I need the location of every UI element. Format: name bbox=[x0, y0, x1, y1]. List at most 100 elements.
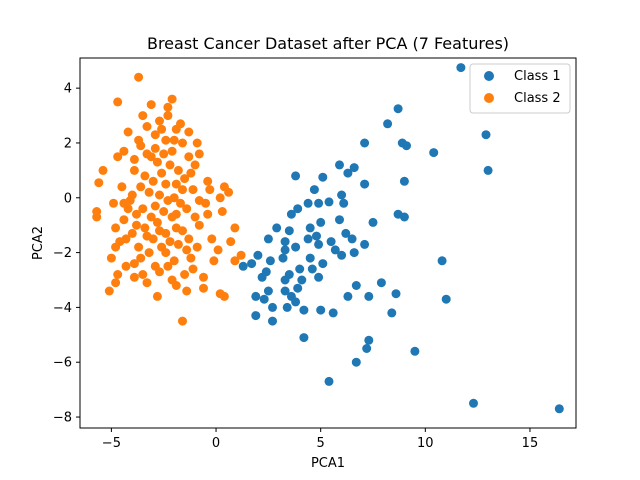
scatter-point-class-2 bbox=[176, 119, 185, 129]
scatter-point-class-2 bbox=[165, 160, 175, 170]
scatter-point-class-2 bbox=[148, 176, 158, 186]
scatter-point-class-1 bbox=[303, 234, 313, 244]
scatter-point-class-1 bbox=[280, 286, 290, 296]
scatter-point-class-2 bbox=[226, 237, 236, 247]
scatter-point-class-2 bbox=[192, 242, 202, 252]
y-tick-label: −4 bbox=[53, 301, 72, 316]
scatter-point-class-2 bbox=[219, 291, 229, 301]
scatter-point-class-1 bbox=[326, 237, 336, 247]
scatter-point-class-1 bbox=[268, 302, 277, 312]
scatter-point-class-1 bbox=[360, 239, 370, 249]
scatter-point-class-2 bbox=[188, 185, 198, 195]
scatter-point-class-2 bbox=[163, 261, 173, 271]
legend-label-class-1: Class 1 bbox=[514, 69, 561, 84]
scatter-point-class-1 bbox=[265, 256, 275, 266]
scatter-point-class-2 bbox=[178, 316, 187, 326]
scatter-point-class-2 bbox=[178, 138, 187, 148]
scatter-point-class-2 bbox=[182, 204, 192, 214]
scatter-point-class-2 bbox=[192, 138, 202, 148]
scatter-point-class-2 bbox=[136, 253, 146, 263]
y-axis-label: PCA2 bbox=[31, 226, 46, 260]
scatter-point-class-1 bbox=[362, 344, 372, 353]
scatter-point-class-1 bbox=[251, 311, 261, 321]
scatter-point-class-1 bbox=[318, 259, 328, 269]
scatter-point-class-2 bbox=[159, 149, 169, 159]
scatter-point-class-2 bbox=[203, 209, 213, 219]
scatter-point-class-1 bbox=[307, 264, 317, 274]
scatter-point-class-2 bbox=[144, 187, 154, 197]
scatter-point-class-2 bbox=[178, 226, 187, 236]
scatter-point-class-1 bbox=[337, 190, 347, 200]
scatter-point-class-2 bbox=[182, 286, 192, 296]
scatter-point-class-2 bbox=[167, 146, 177, 156]
scatter-point-class-2 bbox=[190, 212, 200, 222]
scatter-point-class-2 bbox=[155, 267, 164, 277]
scatter-point-class-2 bbox=[140, 223, 150, 233]
scatter-point-class-1 bbox=[391, 289, 401, 299]
scatter-point-class-1 bbox=[278, 253, 288, 263]
scatter-point-class-2 bbox=[199, 283, 208, 293]
scatter-point-class-1 bbox=[393, 104, 403, 114]
scatter-point-class-1 bbox=[347, 234, 357, 244]
scatter-point-class-2 bbox=[127, 190, 137, 200]
scatter-point-class-2 bbox=[161, 135, 171, 145]
scatter-point-class-1 bbox=[554, 404, 564, 414]
scatter-point-class-2 bbox=[94, 178, 104, 188]
scatter-point-class-1 bbox=[312, 231, 321, 241]
scatter-point-class-1 bbox=[324, 197, 334, 207]
scatter-point-class-2 bbox=[213, 245, 223, 255]
scatter-point-class-2 bbox=[134, 242, 144, 252]
scatter-point-class-1 bbox=[341, 228, 351, 238]
scatter-point-class-1 bbox=[272, 223, 282, 233]
scatter-point-class-2 bbox=[180, 174, 190, 184]
scatter-point-class-1 bbox=[253, 250, 263, 260]
scatter-point-class-2 bbox=[129, 272, 139, 282]
scatter-point-class-2 bbox=[142, 149, 152, 159]
scatter-point-class-1 bbox=[297, 275, 307, 285]
scatter-point-class-2 bbox=[209, 256, 219, 266]
scatter-point-class-2 bbox=[169, 256, 179, 266]
scatter-point-class-1 bbox=[257, 272, 267, 282]
scatter-point-class-2 bbox=[117, 182, 127, 192]
scatter-point-class-2 bbox=[111, 223, 121, 233]
scatter-point-class-1 bbox=[360, 138, 370, 148]
scatter-point-class-2 bbox=[178, 185, 187, 195]
scatter-point-class-2 bbox=[199, 272, 208, 282]
scatter-point-class-1 bbox=[324, 376, 334, 386]
scatter-point-class-1 bbox=[293, 204, 303, 214]
scatter-point-class-2 bbox=[224, 187, 234, 197]
scatter-point-class-2 bbox=[155, 190, 164, 200]
scatter-point-class-1 bbox=[291, 242, 301, 252]
scatter-point-class-2 bbox=[167, 212, 177, 222]
scatter-point-class-1 bbox=[343, 168, 353, 178]
scatter-point-class-2 bbox=[92, 212, 102, 222]
scatter-point-class-2 bbox=[157, 242, 167, 252]
scatter-point-class-2 bbox=[186, 168, 196, 178]
scatter-point-class-2 bbox=[123, 127, 133, 137]
scatter-point-class-1 bbox=[349, 248, 359, 258]
scatter-point-class-2 bbox=[236, 250, 246, 260]
scatter-point-class-2 bbox=[155, 116, 164, 126]
scatter-point-class-2 bbox=[144, 248, 154, 258]
scatter-point-class-1 bbox=[364, 291, 374, 301]
scatter-point-class-2 bbox=[138, 111, 148, 121]
scatter-point-class-2 bbox=[134, 72, 144, 82]
y-tick-label: −2 bbox=[53, 246, 72, 261]
scatter-point-class-2 bbox=[163, 111, 173, 121]
scatter-point-class-1 bbox=[399, 176, 409, 186]
scatter-point-class-1 bbox=[282, 302, 292, 312]
scatter-point-class-2 bbox=[184, 127, 194, 137]
scatter-point-class-2 bbox=[215, 193, 225, 203]
scatter-point-class-2 bbox=[129, 154, 139, 164]
scatter-point-class-2 bbox=[150, 143, 160, 153]
scatter-point-class-2 bbox=[98, 165, 108, 175]
scatter-point-class-2 bbox=[163, 102, 173, 112]
scatter-point-class-2 bbox=[119, 146, 129, 156]
scatter-point-class-2 bbox=[184, 234, 194, 244]
scatter-point-class-2 bbox=[106, 253, 116, 263]
chart-title: Breast Cancer Dataset after PCA (7 Featu… bbox=[147, 34, 509, 53]
legend: Class 1 Class 2 bbox=[469, 63, 571, 114]
scatter-point-class-2 bbox=[132, 220, 141, 230]
scatter-point-class-2 bbox=[173, 239, 183, 249]
